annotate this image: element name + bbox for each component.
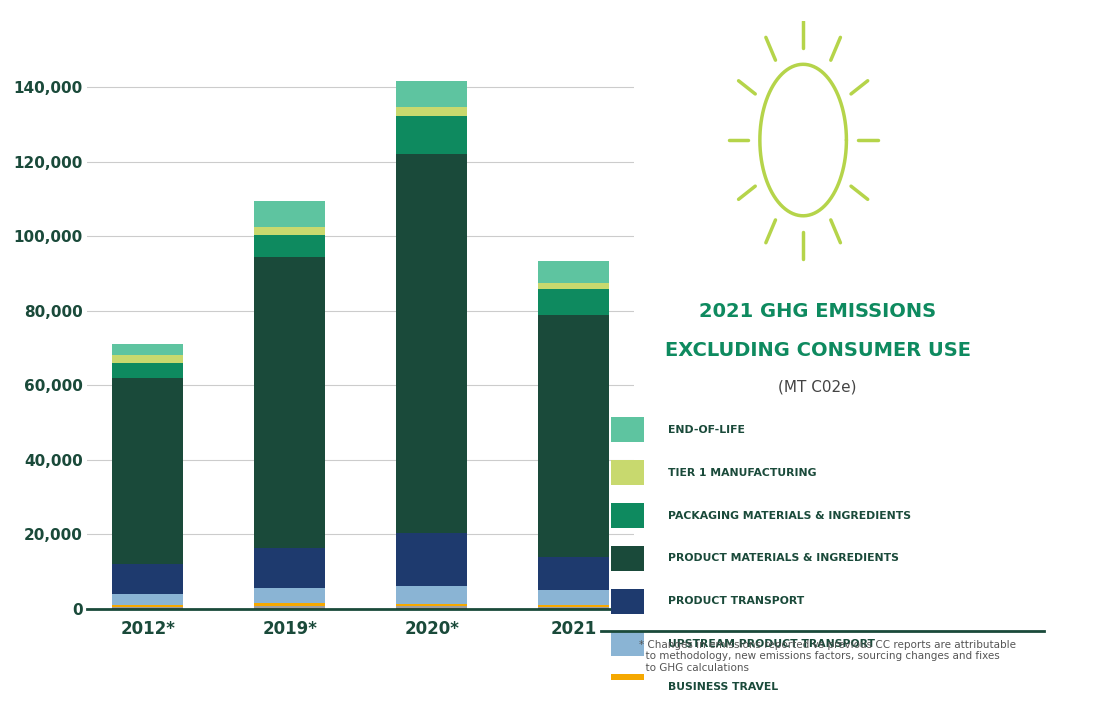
Text: PRODUCT TRANSPORT: PRODUCT TRANSPORT bbox=[669, 596, 804, 606]
Bar bbox=[255, 548, 326, 589]
Text: PACKAGING MATERIALS & INGREDIENTS: PACKAGING MATERIALS & INGREDIENTS bbox=[669, 511, 912, 521]
Bar bbox=[113, 608, 184, 609]
Bar bbox=[113, 594, 184, 605]
Bar bbox=[113, 564, 184, 594]
Bar bbox=[255, 608, 326, 609]
Bar bbox=[255, 257, 326, 548]
FancyBboxPatch shape bbox=[611, 589, 645, 614]
Text: EXCLUDING CONSUMER USE: EXCLUDING CONSUMER USE bbox=[665, 342, 971, 360]
Text: * Changes in emissions reported vs previous CC reports are attributable
  to met: * Changes in emissions reported vs previ… bbox=[639, 640, 1016, 673]
Bar bbox=[113, 378, 184, 564]
FancyBboxPatch shape bbox=[611, 674, 645, 700]
Bar bbox=[255, 235, 326, 257]
Text: END-OF-LIFE: END-OF-LIFE bbox=[669, 425, 745, 435]
Bar bbox=[396, 533, 467, 586]
Bar bbox=[538, 289, 609, 315]
FancyBboxPatch shape bbox=[611, 546, 645, 571]
Bar bbox=[113, 344, 184, 355]
Bar bbox=[538, 284, 609, 289]
Bar bbox=[113, 355, 184, 363]
Bar bbox=[538, 261, 609, 284]
Bar bbox=[396, 608, 467, 609]
Bar bbox=[396, 81, 467, 107]
Bar bbox=[396, 107, 467, 117]
Text: PRODUCT MATERIALS & INGREDIENTS: PRODUCT MATERIALS & INGREDIENTS bbox=[669, 553, 900, 563]
FancyBboxPatch shape bbox=[611, 417, 645, 442]
FancyBboxPatch shape bbox=[611, 632, 645, 657]
Text: BUSINESS TRAVEL: BUSINESS TRAVEL bbox=[669, 682, 778, 692]
Bar bbox=[396, 154, 467, 533]
FancyBboxPatch shape bbox=[611, 460, 645, 485]
Bar bbox=[113, 605, 184, 606]
Bar bbox=[255, 589, 326, 604]
Bar bbox=[396, 606, 467, 608]
Bar bbox=[113, 363, 184, 378]
FancyBboxPatch shape bbox=[611, 503, 645, 528]
Text: 2021 GHG EMISSIONS: 2021 GHG EMISSIONS bbox=[700, 302, 936, 321]
Bar bbox=[538, 315, 609, 557]
Bar bbox=[113, 606, 184, 608]
Bar bbox=[396, 604, 467, 606]
Bar bbox=[396, 586, 467, 604]
Bar bbox=[538, 606, 609, 608]
Bar bbox=[255, 201, 326, 228]
Bar bbox=[255, 228, 326, 235]
Text: TIER 1 MANUFACTURING: TIER 1 MANUFACTURING bbox=[669, 468, 816, 478]
Bar bbox=[538, 557, 609, 591]
Bar bbox=[396, 117, 467, 154]
Bar bbox=[538, 605, 609, 606]
Bar bbox=[255, 604, 326, 606]
Bar bbox=[255, 606, 326, 608]
Bar bbox=[538, 591, 609, 605]
Text: (MT C02e): (MT C02e) bbox=[778, 379, 857, 395]
Text: UPSTREAM PRODUCT TRANSPORT: UPSTREAM PRODUCT TRANSPORT bbox=[669, 639, 875, 649]
Bar bbox=[538, 608, 609, 609]
